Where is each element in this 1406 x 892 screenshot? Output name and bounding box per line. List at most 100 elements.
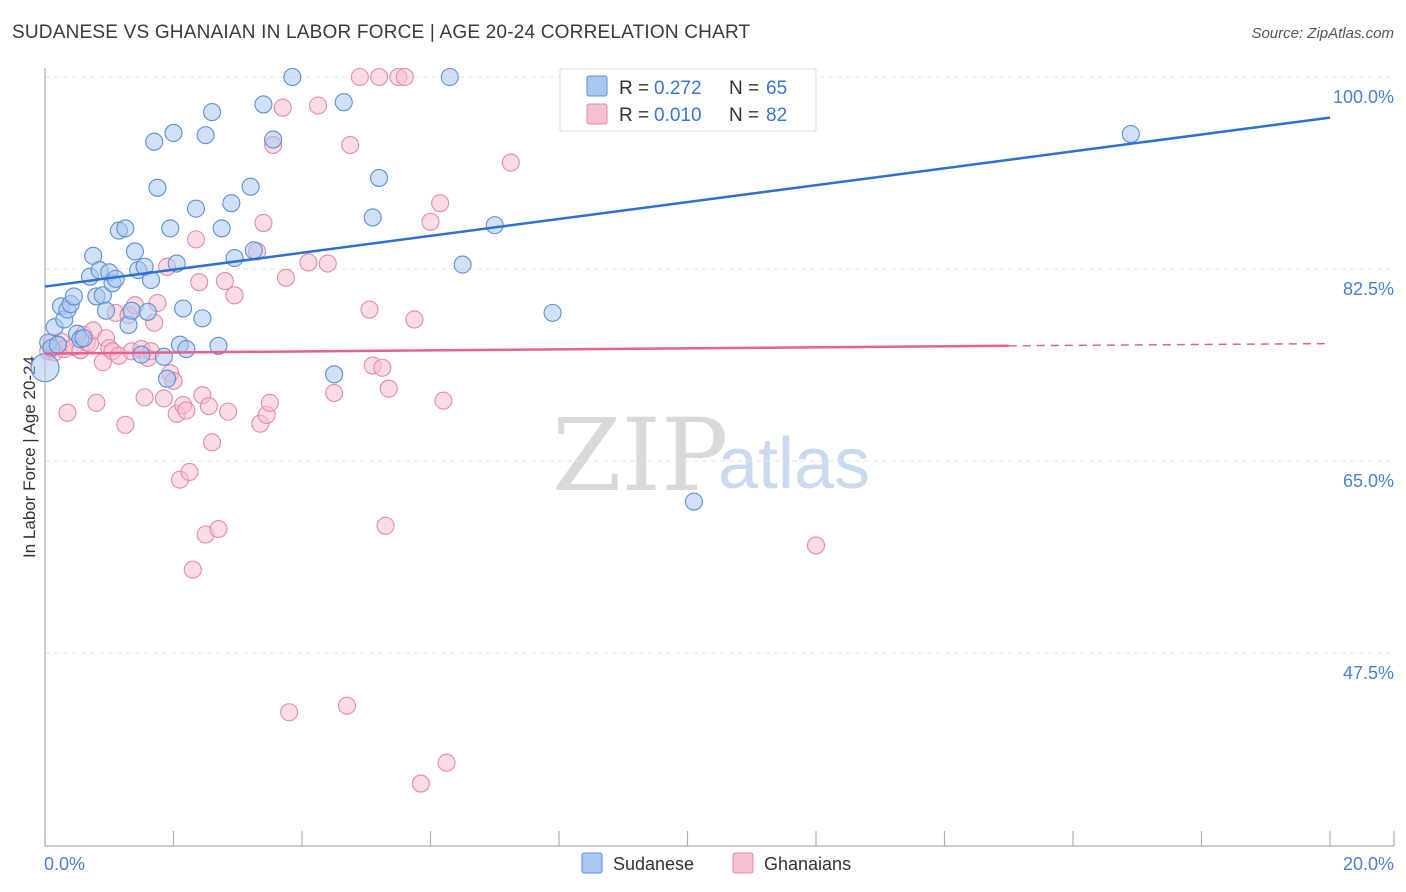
ghanaian-point xyxy=(116,415,135,434)
ghanaian-point xyxy=(299,253,318,272)
sudanese-point xyxy=(203,103,222,122)
legend-n-label-sudanese: N = xyxy=(729,78,759,99)
sudanese-point xyxy=(453,255,472,274)
legend-r-value-ghanaians: 0.010 xyxy=(654,105,702,126)
ghanaian-point xyxy=(219,402,238,421)
ghanaian-point xyxy=(405,310,424,329)
y-tick-labels: 100.0% 82.5% 65.0% 47.5% xyxy=(1333,87,1394,683)
ghanaian-point xyxy=(434,391,453,410)
sudanese-point xyxy=(174,299,193,318)
ghanaian-point xyxy=(280,703,299,722)
ghanaian-trend-line xyxy=(44,344,1009,355)
sudanese-point xyxy=(193,309,212,328)
ghanaian-point xyxy=(186,230,206,249)
x-axis-ticks xyxy=(44,831,1395,846)
sudanese-point xyxy=(48,335,67,354)
legend-swatch-sudanese xyxy=(586,75,608,97)
bottom-legend-label-ghanaians: Ghanaians xyxy=(764,854,851,874)
ghanaian-point xyxy=(225,286,244,305)
ghanaian-trend-extension xyxy=(1008,342,1331,347)
legend-r-label-ghanaians: R = xyxy=(619,105,649,126)
ghanaian-point xyxy=(337,696,357,715)
legend-swatch-ghanaians xyxy=(586,103,608,125)
chart-title: SUDANESE VS GHANAIAN IN LABOR FORCE | AG… xyxy=(12,22,751,43)
legend-r-value-sudanese: 0.272 xyxy=(654,78,702,99)
sudanese-point xyxy=(440,67,459,87)
y-axis-label: In Labor Force | Age 20-24 xyxy=(20,356,39,558)
legend-n-value-sudanese: 65 xyxy=(766,78,787,99)
sudanese-point xyxy=(212,219,231,238)
sudanese-point xyxy=(177,340,196,359)
y-tick-label: 82.5% xyxy=(1343,279,1394,299)
sudanese-point xyxy=(363,208,382,227)
correlation-legend: R = 0.272 N = 65 R = 0.010 N = 82 xyxy=(559,68,817,132)
ghanaian-point xyxy=(215,272,234,291)
ghanaian-point xyxy=(154,389,173,408)
sudanese-point xyxy=(122,301,141,320)
ghanaian-point xyxy=(183,560,202,579)
ghanaian-point xyxy=(135,388,154,407)
sudanese-point xyxy=(209,336,228,355)
watermark-atlas: atlas xyxy=(718,424,870,504)
sudanese-point xyxy=(543,303,562,322)
ghanaian-point xyxy=(203,433,222,452)
ghanaian-point xyxy=(421,212,440,231)
bottom-legend-swatch-ghanaians xyxy=(732,852,754,874)
sudanese-point xyxy=(132,345,151,364)
sudanese-point xyxy=(1121,125,1140,144)
sudanese-point xyxy=(96,301,116,320)
ghanaian-point xyxy=(273,98,292,117)
ghanaian-point xyxy=(437,753,456,772)
y-tick-label: 100.0% xyxy=(1333,87,1394,107)
ghanaian-point xyxy=(350,67,369,87)
ghanaian-point xyxy=(260,393,279,412)
ghanaian-point xyxy=(318,254,337,273)
sudanese-point xyxy=(283,67,302,87)
sudanese-point xyxy=(148,178,167,197)
series-ghanaians xyxy=(39,67,826,793)
ghanaian-point xyxy=(379,379,398,398)
ghanaian-point xyxy=(180,462,199,482)
ghanaian-point xyxy=(360,300,379,319)
sudanese-point xyxy=(254,95,273,114)
ghanaian-point xyxy=(501,153,520,172)
legend-n-label-ghanaians: N = xyxy=(729,105,759,126)
sudanese-point xyxy=(225,248,244,268)
x-tick-label-min: 0.0% xyxy=(44,854,85,874)
ghanaian-point xyxy=(376,516,395,535)
sudanese-point xyxy=(264,130,283,149)
y-tick-label: 47.5% xyxy=(1343,663,1394,683)
legend-r-label-sudanese: R = xyxy=(619,78,649,99)
ghanaian-point xyxy=(87,393,106,412)
legend-n-value-ghanaians: 82 xyxy=(766,105,787,126)
ghanaian-point xyxy=(190,273,209,292)
ghanaian-point xyxy=(58,403,77,422)
sudanese-point xyxy=(196,126,215,145)
ghanaian-point xyxy=(411,774,430,793)
watermark: ZIP atlas xyxy=(552,397,870,514)
sudanese-point xyxy=(138,302,157,321)
ghanaian-point xyxy=(209,519,228,539)
sudanese-point xyxy=(186,199,206,218)
sudanese-trend-line xyxy=(44,116,1331,288)
sudanese-point xyxy=(154,347,173,366)
ghanaian-point xyxy=(395,67,414,87)
ghanaian-point xyxy=(254,213,273,232)
sudanese-point xyxy=(161,219,180,238)
ghanaian-point xyxy=(325,383,344,403)
ghanaian-point xyxy=(806,536,826,555)
sudanese-point xyxy=(145,132,164,151)
gridlines xyxy=(45,76,1394,654)
x-tick-label-max: 20.0% xyxy=(1343,854,1394,874)
watermark-zip: ZIP xyxy=(552,397,728,514)
ghanaian-point xyxy=(431,194,450,213)
sudanese-point xyxy=(325,365,344,384)
sudanese-point xyxy=(74,329,93,348)
source-label: Source: ZipAtlas.com xyxy=(1251,25,1394,42)
sudanese-point xyxy=(64,287,83,306)
sudanese-point xyxy=(334,93,353,112)
sudanese-point xyxy=(158,369,177,388)
sudanese-point xyxy=(485,216,504,235)
bottom-legend-label-sudanese: Sudanese xyxy=(613,854,694,874)
